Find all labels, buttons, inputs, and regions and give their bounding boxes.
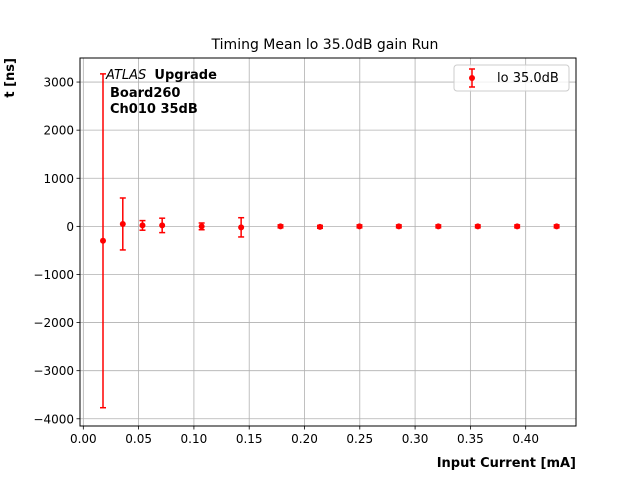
y-axis-label: t [ns]: [3, 58, 18, 98]
x-tick-label: 0.25: [346, 432, 373, 446]
x-axis-label: Input Current [mA]: [437, 456, 576, 471]
y-tick-label: 3000: [43, 76, 74, 90]
data-point: [514, 223, 521, 230]
y-tick-label: −2000: [33, 316, 74, 330]
legend: lo 35.0dB: [453, 64, 570, 92]
y-tick-label: −3000: [33, 364, 74, 378]
x-tick-label: 0.15: [236, 432, 263, 446]
board-label: Board260: [110, 86, 180, 101]
data-point: [238, 224, 245, 231]
data-point: [553, 223, 560, 230]
data-point: [159, 222, 166, 229]
y-tick-label: 1000: [43, 172, 74, 186]
atlas-annotation: ATLAS Upgrade Board260 Ch010 35dB: [105, 68, 217, 117]
data-point: [139, 222, 146, 229]
chart-title: Timing Mean lo 35.0dB gain Run: [211, 37, 439, 53]
grid-layer: [80, 58, 576, 426]
data-point: [474, 223, 481, 230]
y-tick-label: 0: [66, 220, 74, 234]
x-tick-label: 0.05: [125, 432, 152, 446]
atlas-label: ATLAS: [105, 68, 146, 83]
x-axis-ticks: 0.00 0.05 0.10 0.15 0.20 0.25 0.30 0.35 0.40: [70, 426, 539, 446]
x-tick-label: 0.30: [402, 432, 429, 446]
data-point: [277, 223, 284, 230]
data-point: [435, 223, 442, 230]
x-tick-label: 0.10: [181, 432, 208, 446]
legend-box: [453, 64, 570, 92]
plot-area-frame: [79, 57, 577, 427]
upgrade-label: Upgrade: [154, 68, 217, 83]
data-point: [316, 223, 323, 230]
data-point: [100, 237, 107, 244]
y-tick-label: 2000: [43, 124, 74, 138]
x-tick-label: 0.20: [291, 432, 318, 446]
data-point: [395, 223, 402, 230]
legend-marker: [469, 75, 475, 81]
data-point: [119, 220, 126, 227]
data-point: [356, 223, 363, 230]
y-tick-label: −1000: [33, 268, 74, 282]
svg-text:ATLAS Upgrade: ATLAS Upgrade: [105, 68, 217, 83]
x-tick-label: 0.40: [512, 432, 539, 446]
data-points-layer: [100, 220, 560, 244]
x-tick-label: 0.00: [70, 432, 97, 446]
data-point: [198, 223, 205, 230]
x-tick-label: 0.35: [457, 432, 484, 446]
y-tick-label: −4000: [33, 412, 74, 426]
channel-label: Ch010 35dB: [110, 102, 198, 117]
y-axis-ticks: −4000 −3000 −2000 −1000 0 1000 2000 3000: [33, 76, 80, 426]
legend-series-label: lo 35.0dB: [497, 71, 559, 86]
